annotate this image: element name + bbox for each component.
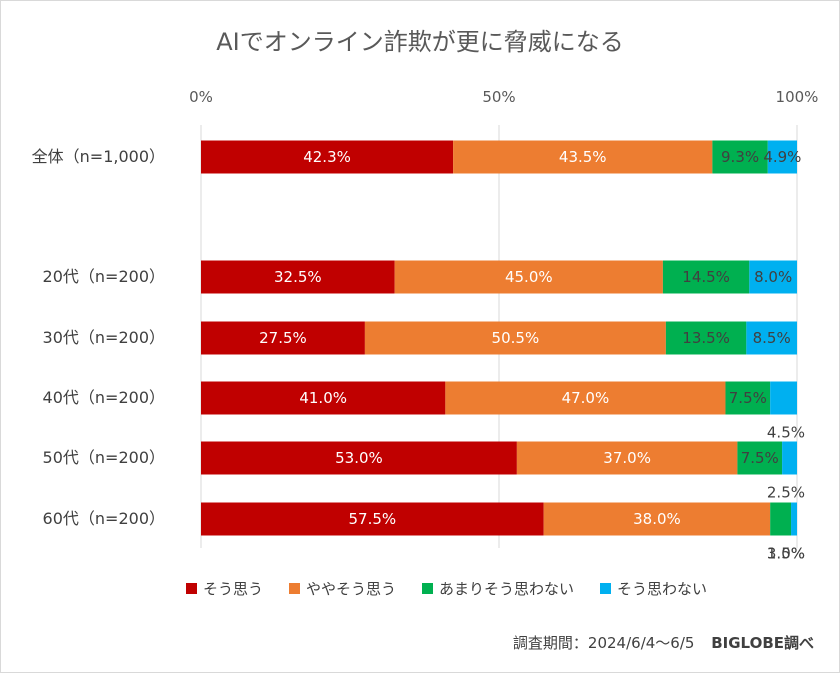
bar-segment — [201, 502, 544, 536]
data-label: 3.5% — [767, 545, 805, 563]
bar-segment — [445, 381, 726, 415]
bar-segment — [201, 260, 395, 294]
bar-segment — [767, 140, 797, 174]
x-tick-label: 50% — [482, 88, 515, 106]
bar-segment — [453, 140, 713, 174]
legend-label: ややそう思う — [306, 579, 397, 598]
x-tick-label: 0% — [189, 88, 213, 106]
data-label: 2.5% — [767, 484, 805, 502]
data-label: 1.0% — [767, 545, 805, 563]
data-label: 8.0% — [754, 268, 792, 286]
legend-label: そう思わない — [617, 579, 708, 598]
legend-swatch — [289, 582, 301, 594]
bar-segment — [737, 441, 783, 475]
data-label: 41.0% — [299, 389, 347, 407]
chart-footer: 調査期間：2024/6/4～6/5 BIGLOBE調べ — [513, 632, 814, 653]
bar-segment — [782, 441, 797, 475]
survey-period: 調査期間：2024/6/4～6/5 — [512, 634, 695, 652]
bar-segment — [543, 502, 771, 536]
bar-segment — [201, 441, 517, 475]
legend-swatch — [422, 582, 434, 594]
bar-segment — [725, 381, 771, 415]
chart-legend: そう思う ややそう思う あまりそう思わない そう思わない — [186, 578, 733, 598]
data-label: 37.0% — [603, 449, 651, 467]
legend-swatch — [186, 582, 197, 594]
legend-label: そう思う — [203, 579, 264, 598]
data-label: 4.9% — [763, 148, 801, 166]
category-label: 30代（n=200） — [43, 328, 165, 347]
bar-segment — [770, 502, 792, 536]
data-label: 8.5% — [753, 329, 791, 347]
data-label: 38.0% — [633, 510, 681, 528]
data-label: 7.5% — [729, 389, 767, 407]
category-label: 50代（n=200） — [43, 448, 165, 467]
data-label: 50.5% — [492, 329, 540, 347]
bar-segment — [201, 381, 446, 415]
data-label: 14.5% — [682, 268, 730, 286]
data-label: 57.5% — [349, 510, 397, 528]
bar-segment — [791, 502, 797, 536]
data-label: 53.0% — [335, 449, 383, 467]
category-label: 40代（n=200） — [43, 388, 165, 407]
legend-item: あまりそう思わない — [422, 578, 574, 599]
bar-segment — [201, 140, 454, 174]
chart-title: AIでオンライン詐欺が更に脅威になる — [216, 28, 624, 56]
bar-segment — [662, 260, 750, 294]
legend-label: あまりそう思わない — [439, 579, 575, 598]
data-label: 47.0% — [562, 389, 610, 407]
category-label: 60代（n=200） — [43, 509, 165, 528]
category-label: 全体（n=1,000） — [32, 147, 165, 166]
legend-item: そう思う — [186, 578, 263, 599]
data-label: 13.5% — [682, 329, 730, 347]
bar-segment — [712, 140, 768, 174]
bar-segment — [364, 321, 666, 355]
data-label: 7.5% — [741, 449, 779, 467]
legend-item: そう思わない — [600, 578, 707, 599]
data-label: 42.3% — [303, 148, 351, 166]
x-tick-label: 100% — [776, 88, 819, 106]
data-label: 9.3% — [721, 148, 759, 166]
bar-segment — [516, 441, 738, 475]
bar-segment — [394, 260, 663, 294]
data-label: 43.5% — [559, 148, 607, 166]
data-label: 32.5% — [274, 268, 322, 286]
bar-segment — [770, 381, 797, 415]
source-brand: BIGLOBE調べ — [711, 634, 814, 652]
bar-segment — [749, 260, 797, 294]
legend-item: ややそう思う — [289, 578, 396, 599]
data-label: 45.0% — [505, 268, 553, 286]
bar-segment — [746, 321, 797, 355]
data-label: 27.5% — [259, 329, 307, 347]
bar-segment — [201, 321, 365, 355]
legend-swatch — [600, 582, 612, 594]
data-label: 4.5% — [767, 424, 805, 442]
bar-segment — [665, 321, 747, 355]
category-label: 20代（n=200） — [43, 267, 165, 286]
